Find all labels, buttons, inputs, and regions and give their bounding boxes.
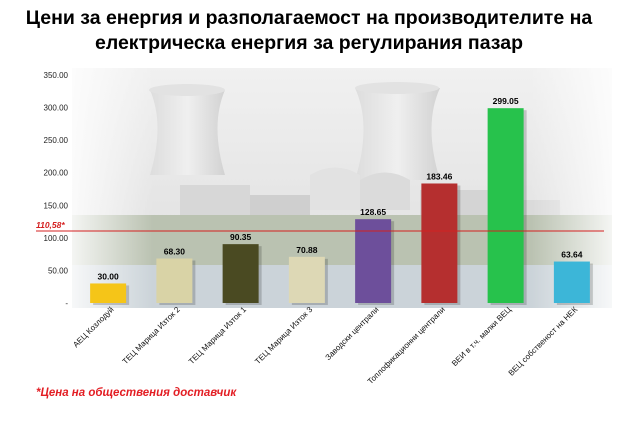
power-plant-background <box>72 68 612 308</box>
bar <box>553 261 590 303</box>
bar-value-label: 68.30 <box>164 247 186 257</box>
y-tick-label: 150.00 <box>44 201 69 210</box>
y-tick-label: 250.00 <box>44 136 69 145</box>
bar-value-label: 70.88 <box>296 245 318 255</box>
y-tick-label: 100.00 <box>44 234 69 243</box>
x-tick-label: ТЕЦ Марица Изток 2 <box>121 305 182 366</box>
bar-value-label: 128.65 <box>360 207 386 217</box>
chart-title-line-2: електрическа енергия за регулирания паза… <box>94 32 523 54</box>
bar <box>90 283 127 303</box>
footnote: *Цена на обществения доставчик <box>36 387 237 399</box>
bar-value-label: 63.64 <box>561 250 583 260</box>
bar <box>222 244 259 303</box>
bar <box>487 108 524 304</box>
chart-title: Цени за енергия и разполагаемост на прои… <box>0 6 618 56</box>
bar <box>355 219 392 303</box>
x-tick-label: ВЕИ в т.ч. малки ВЕЦ <box>450 305 513 368</box>
y-tick-label: 350.00 <box>44 71 69 80</box>
bar <box>156 258 193 303</box>
x-tick-label: Топлофикационни централи <box>366 305 447 386</box>
bar <box>421 183 458 303</box>
y-tick-label: 50.00 <box>48 266 69 275</box>
x-tick-label: Заводски централи <box>324 305 381 362</box>
y-tick-label: - <box>65 299 68 308</box>
x-tick-label: ТЕЦ Марица Изток 1 <box>187 305 248 366</box>
y-tick-label: 200.00 <box>44 169 69 178</box>
x-tick-label: ТЕЦ Марица Изток 3 <box>253 305 314 366</box>
x-tick-label: ВЕЦ собственост на НЕК <box>507 305 580 378</box>
bar-value-label: 90.35 <box>230 232 252 242</box>
bar <box>288 256 325 303</box>
bar-value-label: 183.46 <box>426 171 452 181</box>
chart-title-line-1: Цени за енергия и разполагаемост на прои… <box>25 7 593 29</box>
reference-line-label: 110,58* <box>36 220 65 230</box>
y-tick-label: 300.00 <box>44 104 69 113</box>
bar-value-label: 30.00 <box>97 271 119 281</box>
x-tick-label: АЕЦ Козлодуй <box>71 305 115 349</box>
bar-value-label: 299.05 <box>493 96 519 106</box>
